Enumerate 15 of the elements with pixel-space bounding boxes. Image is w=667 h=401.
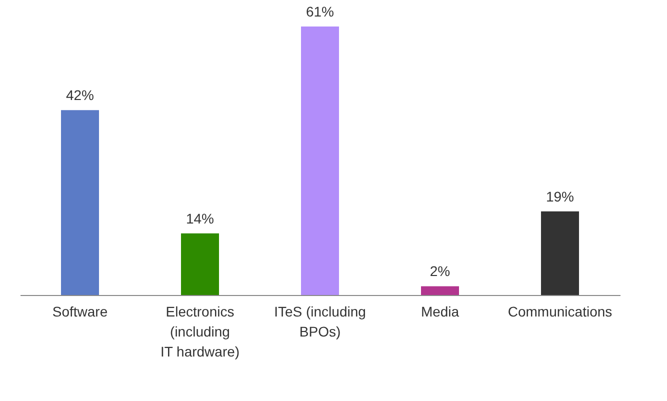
- x-tick-label: Software: [52, 304, 108, 320]
- bar: [541, 211, 579, 295]
- data-label: 42%: [66, 87, 94, 104]
- x-tick-label: Media: [420, 304, 460, 320]
- data-label: 61%: [306, 3, 334, 20]
- bar: [61, 110, 99, 295]
- data-label: 14%: [186, 210, 214, 226]
- bar: [301, 26, 339, 295]
- bar: [421, 286, 459, 295]
- bar: [181, 233, 219, 295]
- x-tick-label: ITeS (including BPOs): [274, 304, 366, 340]
- x-tick-label: Electronics (including IT hardware): [160, 304, 240, 360]
- data-label: 2%: [430, 263, 450, 280]
- x-tick-label: Communications: [508, 304, 612, 320]
- data-label: 19%: [546, 188, 574, 204]
